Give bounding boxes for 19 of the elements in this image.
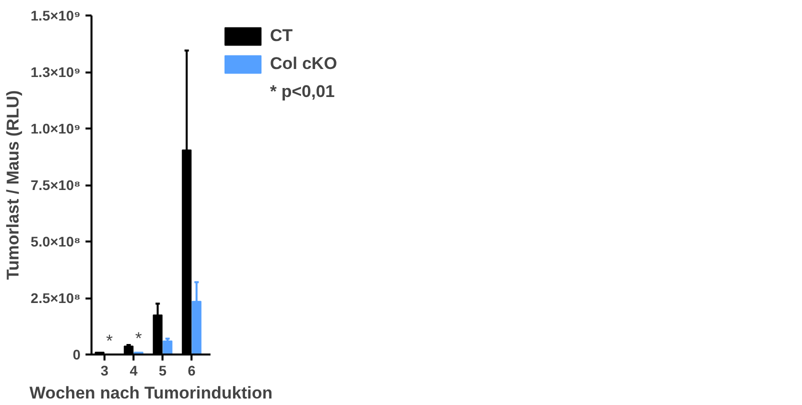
legend-label: Col cKO <box>270 54 338 74</box>
y-tick-label: 0 <box>72 346 81 362</box>
annotation: * <box>106 332 114 350</box>
bar <box>162 340 172 354</box>
y-tick-label: 5.0×10⁸ <box>30 234 80 250</box>
annotation: * <box>135 329 142 348</box>
x-tick-label: 5 <box>158 362 167 378</box>
text: * p<0,01 <box>270 82 335 102</box>
x-tick-label: 3 <box>100 362 109 378</box>
y-tick-label: 1.0×10⁹ <box>30 120 81 136</box>
y-tick-label: 2.5×10⁸ <box>30 290 80 306</box>
y-tick-label: 7.5×10⁸ <box>30 177 80 193</box>
y-tick-label: 1.3×10⁹ <box>30 64 81 80</box>
y-axis-title: Tumorlast / Maus (RLU) <box>4 90 23 280</box>
x-tick-label: 6 <box>188 362 196 378</box>
legend-label: CT <box>270 26 293 46</box>
x-axis-title: Wochen nach Tumorinduktion <box>29 384 273 402</box>
y-tick-label: 1.5×10⁹ <box>30 8 81 24</box>
x-tick-label: 4 <box>130 362 138 378</box>
